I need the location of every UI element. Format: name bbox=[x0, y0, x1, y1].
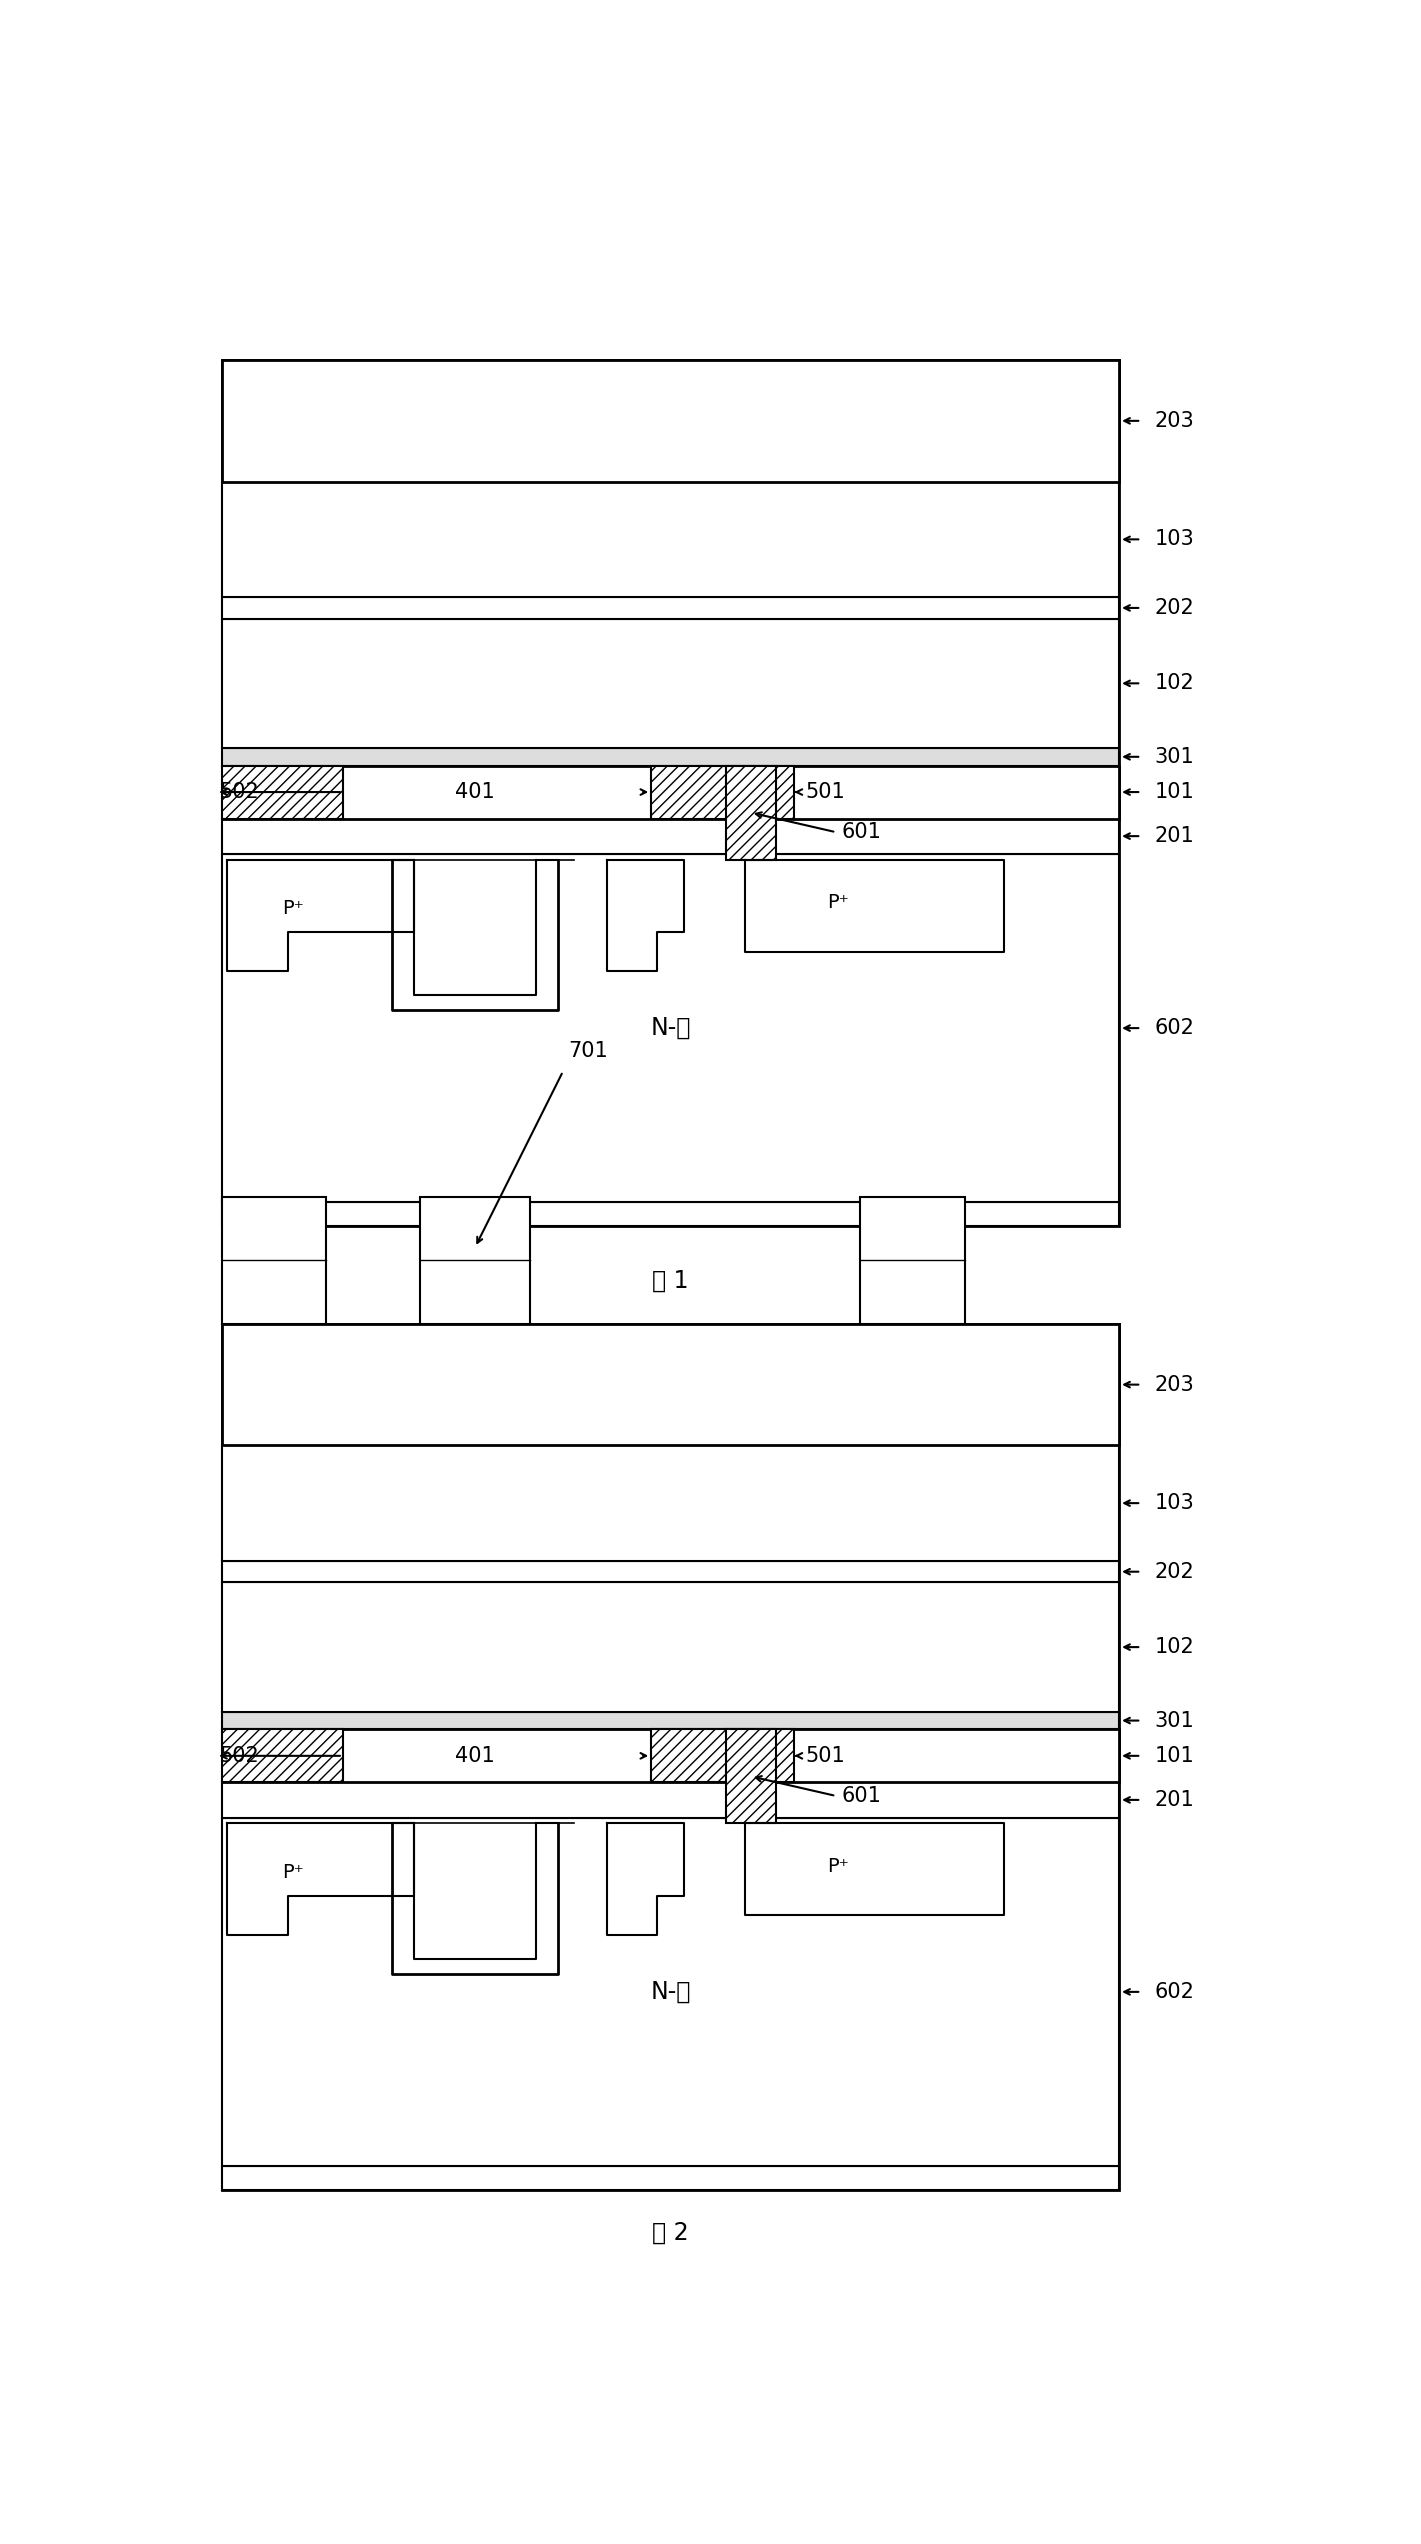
Bar bbox=[222, 1323, 1120, 1445]
Bar bbox=[222, 1582, 1120, 1712]
Text: 401: 401 bbox=[455, 1745, 495, 1766]
Text: 图 1: 图 1 bbox=[652, 1269, 689, 1292]
Text: 201: 201 bbox=[1154, 827, 1194, 847]
Text: 203: 203 bbox=[1154, 410, 1194, 430]
Text: 103: 103 bbox=[1154, 1493, 1194, 1514]
Text: 401: 401 bbox=[455, 781, 495, 801]
Text: 602: 602 bbox=[1154, 1018, 1194, 1038]
Bar bbox=[222, 2167, 1120, 2190]
Bar bbox=[222, 1323, 1120, 2190]
Text: P⁺: P⁺ bbox=[283, 1862, 304, 1883]
Text: 301: 301 bbox=[1154, 1710, 1194, 1730]
Bar bbox=[651, 1730, 794, 1783]
Text: 203: 203 bbox=[1154, 1374, 1194, 1394]
Text: P⁺: P⁺ bbox=[283, 898, 304, 918]
Text: 102: 102 bbox=[1154, 1638, 1194, 1656]
Text: 501: 501 bbox=[806, 1745, 845, 1766]
Bar bbox=[222, 855, 1120, 1203]
Bar bbox=[222, 1730, 342, 1783]
Text: N-阱: N-阱 bbox=[651, 1015, 691, 1040]
Text: 301: 301 bbox=[1154, 748, 1194, 766]
Text: 101: 101 bbox=[1154, 1745, 1194, 1766]
Text: 202: 202 bbox=[1154, 598, 1194, 618]
Bar bbox=[222, 618, 1120, 748]
Bar bbox=[222, 1196, 327, 1323]
Bar bbox=[222, 766, 342, 819]
Bar bbox=[222, 1445, 1120, 1562]
Text: 501: 501 bbox=[806, 781, 845, 801]
Text: P⁺: P⁺ bbox=[827, 1857, 850, 1875]
Text: 602: 602 bbox=[1154, 1982, 1194, 2002]
Bar bbox=[222, 1203, 1120, 1226]
Bar bbox=[651, 766, 794, 819]
Text: 102: 102 bbox=[1154, 674, 1194, 695]
Bar bbox=[222, 361, 1120, 481]
Text: 502: 502 bbox=[219, 1745, 259, 1766]
Bar bbox=[222, 361, 1120, 1226]
Text: 502: 502 bbox=[219, 781, 259, 801]
Bar bbox=[222, 1712, 1120, 1730]
Text: P⁺: P⁺ bbox=[827, 893, 850, 913]
Text: 103: 103 bbox=[1154, 529, 1194, 550]
Bar bbox=[726, 766, 776, 860]
Bar bbox=[222, 748, 1120, 766]
Bar bbox=[222, 1730, 1120, 1783]
Text: 601: 601 bbox=[841, 822, 881, 842]
Bar bbox=[726, 1730, 776, 1824]
Bar bbox=[222, 598, 1120, 618]
Text: N-阱: N-阱 bbox=[651, 1979, 691, 2005]
Text: 201: 201 bbox=[1154, 1791, 1194, 1809]
Text: 701: 701 bbox=[568, 1040, 608, 1061]
Bar bbox=[222, 819, 1120, 855]
Text: 601: 601 bbox=[841, 1786, 881, 1806]
Bar bbox=[222, 1562, 1120, 1582]
Bar bbox=[222, 766, 1120, 819]
Text: 101: 101 bbox=[1154, 781, 1194, 801]
Bar bbox=[222, 1816, 1120, 2167]
Bar bbox=[861, 1196, 965, 1323]
Text: 202: 202 bbox=[1154, 1562, 1194, 1582]
Bar bbox=[421, 1196, 530, 1323]
Bar bbox=[222, 481, 1120, 598]
Text: 图 2: 图 2 bbox=[652, 2221, 689, 2244]
Bar bbox=[222, 1783, 1120, 1816]
